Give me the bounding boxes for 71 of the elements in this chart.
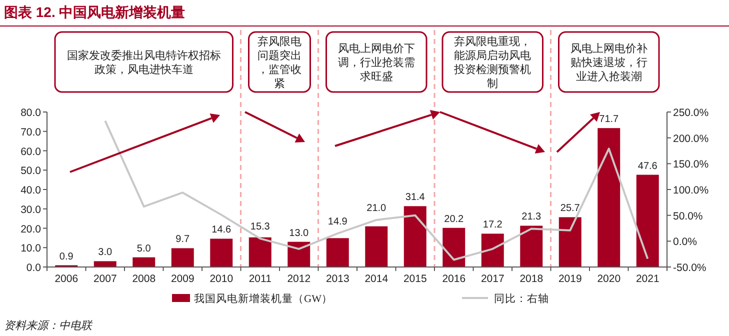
legend-label: 我国风电新增装机量（GW） bbox=[194, 292, 332, 305]
bar bbox=[365, 226, 388, 267]
x-tick-label: 2007 bbox=[93, 273, 117, 285]
data-label: 14.9 bbox=[328, 216, 348, 228]
data-label: 71.7 bbox=[599, 114, 620, 126]
data-label: 47.6 bbox=[638, 160, 658, 172]
bar bbox=[171, 248, 194, 267]
legend-label: 同比：右轴 bbox=[494, 292, 549, 305]
data-label: 15.3 bbox=[250, 222, 270, 233]
data-label: 20.2 bbox=[444, 214, 464, 225]
x-tick-label: 2010 bbox=[210, 273, 234, 285]
x-tick-label: 2008 bbox=[132, 273, 156, 285]
text: 风电上网电价补贴快速退坡，行业进入抢装潮 bbox=[570, 42, 648, 83]
data-label: 5.0 bbox=[136, 243, 152, 254]
bar bbox=[248, 237, 272, 267]
text: 弃风限电问题突出，监管收紧 bbox=[258, 35, 302, 90]
bar bbox=[404, 206, 426, 267]
data-label: 25.7 bbox=[560, 203, 580, 214]
data-label: 0.9 bbox=[59, 251, 74, 262]
data-label: 21.0 bbox=[366, 202, 387, 214]
bar bbox=[598, 128, 620, 267]
y-tick-label: 50.0 bbox=[20, 165, 42, 178]
bar bbox=[132, 257, 156, 267]
y-tick-label: 80.0 bbox=[20, 107, 42, 119]
x-tick-label: 2015 bbox=[403, 273, 427, 285]
x-tick-label: 2021 bbox=[636, 273, 660, 285]
x-tick-label: 2009 bbox=[170, 273, 194, 285]
chart-title: 图表 12. 中国风电新增装机量 bbox=[4, 4, 186, 20]
text: 风电上网电价下调，行业抢装需求旺盛 bbox=[338, 42, 415, 83]
x-tick-label: 2014 bbox=[364, 273, 388, 285]
y-tick-label: 40.0 bbox=[20, 184, 42, 196]
y2-tick-label: 150.0% bbox=[673, 158, 709, 171]
x-tick-label: 2018 bbox=[520, 273, 544, 285]
text: 弃风限电重现，能源局启动风电投资检测预警机制 bbox=[453, 35, 532, 90]
bar bbox=[481, 234, 504, 267]
y-tick-label: 20.0 bbox=[20, 223, 42, 236]
data-label: 9.7 bbox=[176, 234, 190, 246]
bar bbox=[520, 226, 543, 267]
y-tick-label: 70.0 bbox=[20, 126, 42, 138]
x-tick-label: 2019 bbox=[558, 273, 582, 285]
bar bbox=[636, 174, 659, 267]
y2-tick-label: 200.0% bbox=[673, 132, 709, 145]
y-tick-label: 30.0 bbox=[20, 204, 42, 216]
x-tick-label: 2013 bbox=[326, 273, 350, 285]
bar bbox=[558, 217, 582, 267]
x-tick-label: 2012 bbox=[287, 273, 311, 285]
text: 国家发改委推出风电特许权招标政策，风电进快车道 bbox=[66, 49, 221, 76]
data-label: 31.4 bbox=[405, 192, 426, 204]
data-label: 14.6 bbox=[212, 224, 232, 236]
data-label: 21.3 bbox=[522, 212, 542, 223]
bar bbox=[210, 238, 233, 267]
y-tick-label: 10.0 bbox=[20, 242, 42, 255]
y2-tick-label: -50.0% bbox=[673, 262, 706, 274]
y2-tick-label: 100.0% bbox=[673, 184, 709, 196]
y-tick-label: 60.0 bbox=[20, 146, 42, 158]
y-tick-label: 0.0 bbox=[26, 262, 42, 274]
x-tick-label: 2011 bbox=[248, 273, 272, 285]
x-tick-label: 2006 bbox=[54, 273, 78, 285]
data-label: 17.2 bbox=[482, 220, 503, 231]
text: 资料来源：中电联 bbox=[4, 319, 93, 332]
data-label: 13.0 bbox=[289, 228, 310, 239]
data-label: 3.0 bbox=[98, 247, 113, 258]
bar bbox=[94, 261, 116, 267]
y2-tick-label: 250.0% bbox=[673, 107, 709, 119]
x-tick-label: 2020 bbox=[597, 273, 621, 285]
bar bbox=[326, 238, 349, 267]
bar bbox=[442, 228, 466, 267]
y2-tick-label: 0.0% bbox=[673, 236, 697, 248]
y2-tick-label: 50.0% bbox=[673, 210, 703, 222]
x-tick-label: 2016 bbox=[442, 273, 466, 285]
x-tick-label: 2017 bbox=[480, 273, 504, 285]
